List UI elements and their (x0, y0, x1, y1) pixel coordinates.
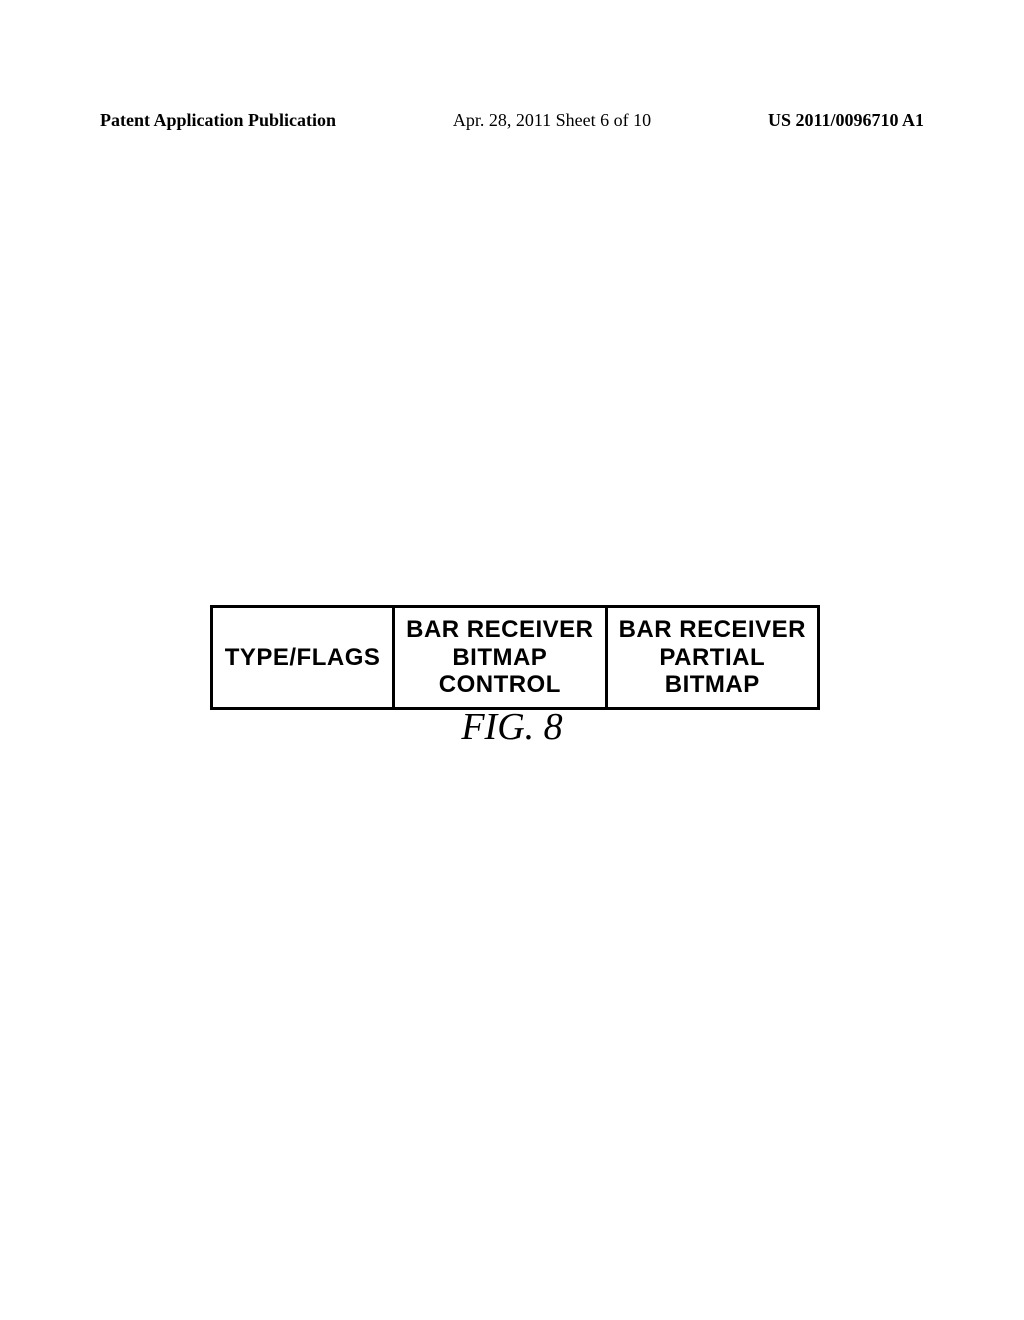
cell-type-flags: TYPE/FLAGS (212, 607, 394, 709)
publication-number: US 2011/0096710 A1 (768, 110, 924, 131)
cell-text-line1: BAR RECEIVER (618, 616, 807, 644)
cell-text: TYPE/FLAGS (223, 644, 382, 672)
cell-text-line1: BAR RECEIVER (405, 616, 594, 644)
table-row: TYPE/FLAGS BAR RECEIVER BITMAP CONTROL B… (212, 607, 819, 709)
figure-caption: FIG. 8 (0, 705, 1024, 749)
cell-bar-receiver-partial-bitmap: BAR RECEIVER PARTIAL BITMAP (606, 607, 818, 709)
publication-label: Patent Application Publication (100, 110, 336, 131)
page-header: Patent Application Publication Apr. 28, … (100, 110, 924, 131)
cell-bar-receiver-bitmap-control: BAR RECEIVER BITMAP CONTROL (394, 607, 606, 709)
frame-structure-table: TYPE/FLAGS BAR RECEIVER BITMAP CONTROL B… (210, 605, 820, 710)
cell-text-line2: PARTIAL BITMAP (618, 644, 807, 699)
date-sheet: Apr. 28, 2011 Sheet 6 of 10 (453, 110, 651, 131)
cell-text-line2: BITMAP CONTROL (405, 644, 594, 699)
